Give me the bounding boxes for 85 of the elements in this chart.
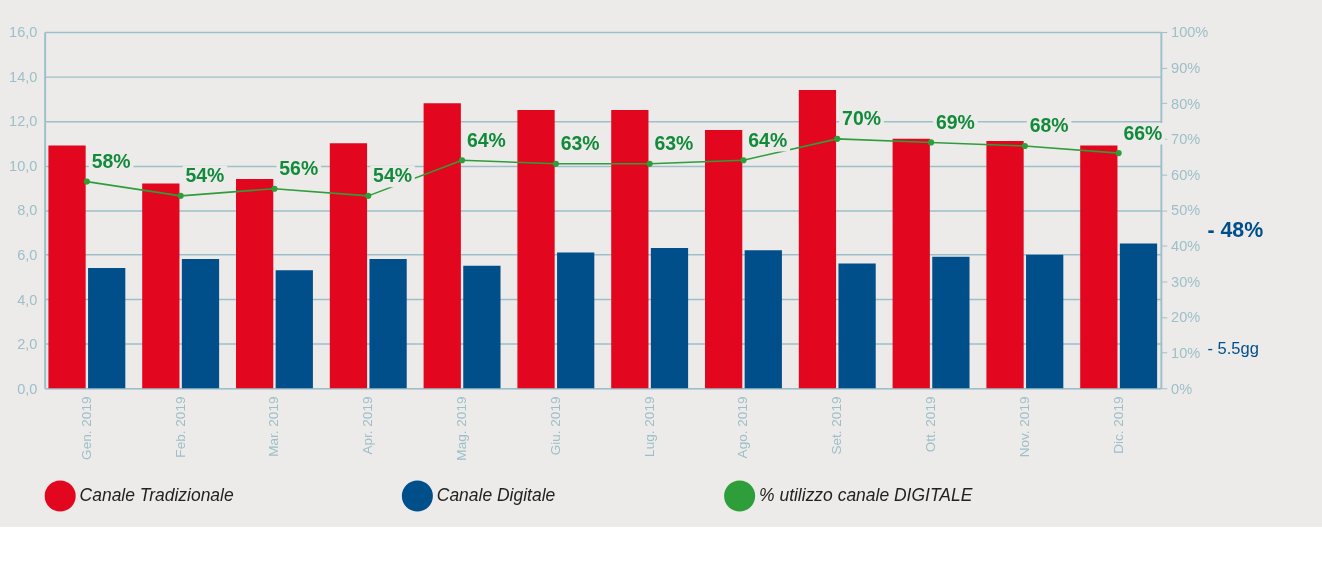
legend-label: Canale Digitale [436,484,556,505]
y2-tick-label: 90% [1171,59,1201,76]
bar [932,256,970,389]
data-label: 70% [842,107,881,130]
point [834,135,841,142]
y2-tick-label: 20% [1171,309,1201,326]
x-tick-label: Feb. 2019 [172,396,188,458]
bar [142,183,180,389]
y2-tick-label: 50% [1171,202,1201,219]
x-tick-label: Apr. 2019 [360,396,376,455]
bar [329,143,368,389]
bar [650,247,689,389]
text: - 48% [1207,217,1264,242]
y-tick-label: 16,0 [9,24,38,41]
data-label: 64% [466,128,506,151]
point [271,185,278,192]
data-label: 64% [748,128,788,151]
point [177,192,184,199]
y-tick-label: 6,0 [17,246,38,263]
point [646,160,653,167]
bar [48,145,86,389]
x-tick-label: Set. 2019 [829,396,845,455]
bar [517,109,555,389]
legend-label: Canale Tradizionale [79,484,234,505]
bar [611,109,649,389]
x-tick-label: Ott. 2019 [922,396,938,453]
point [552,160,559,167]
text: - 5.5gg [1207,339,1259,358]
data-label: 69% [935,110,975,133]
data-label: 66% [1123,121,1163,144]
data-label: 54% [373,164,412,187]
data-label: 63% [654,132,694,155]
y2-tick-label: 100% [1171,24,1209,41]
point [740,157,747,164]
bar [744,250,782,389]
data-label: 63% [560,132,600,155]
bar [1080,145,1118,389]
bar [1119,243,1158,389]
point [458,157,466,164]
x-tick-label: Giu. 2019 [547,396,563,456]
y2-tick-label: 60% [1171,166,1201,183]
y2-tick-label: 70% [1171,131,1201,148]
bar [892,138,930,389]
data-label: 68% [1029,114,1069,137]
data-label: 56% [279,157,319,180]
y-tick-label: 2,0 [17,336,38,353]
bar [423,103,461,389]
y-tick-label: 10,0 [9,157,38,174]
bar [275,270,313,389]
y2-tick-label: 10% [1171,344,1201,361]
bar [838,263,876,389]
bar [369,259,407,389]
point [927,139,935,146]
bar [463,265,501,389]
y2-tick-label: 0% [1171,380,1193,397]
x-tick-label: Lug. 2019 [641,396,657,457]
x-tick-label: Nov. 2019 [1016,396,1032,458]
y2-tick-label: 80% [1171,95,1201,112]
bar [181,259,220,389]
bar [1026,254,1064,389]
bar [986,141,1024,389]
y-tick-label: 8,0 [17,202,38,219]
point [365,192,372,199]
data-label: 54% [185,164,225,187]
legend-label: % utilizzo canale DIGITALE [759,484,973,505]
bar [236,178,274,389]
y-tick-label: 12,0 [9,113,38,130]
x-tick-label: Mar. 2019 [266,396,282,457]
bar [705,129,743,389]
bar [557,252,595,389]
x-tick-label: Dic. 2019 [1110,396,1126,454]
y2-tick-label: 40% [1171,238,1201,255]
point [1021,142,1028,150]
bar [798,89,837,389]
y-tick-label: 0,0 [17,380,38,397]
x-tick-label: Mag. 2019 [453,396,469,461]
point [1115,150,1122,157]
y-tick-label: 14,0 [9,68,38,85]
y2-tick-label: 30% [1171,273,1201,290]
point [83,178,90,185]
bar [88,268,126,389]
x-tick-label: Ago. 2019 [735,396,751,459]
data-label: 58% [91,150,131,173]
y-tick-label: 4,0 [17,291,38,308]
x-tick-label: Gen. 2019 [78,396,94,460]
